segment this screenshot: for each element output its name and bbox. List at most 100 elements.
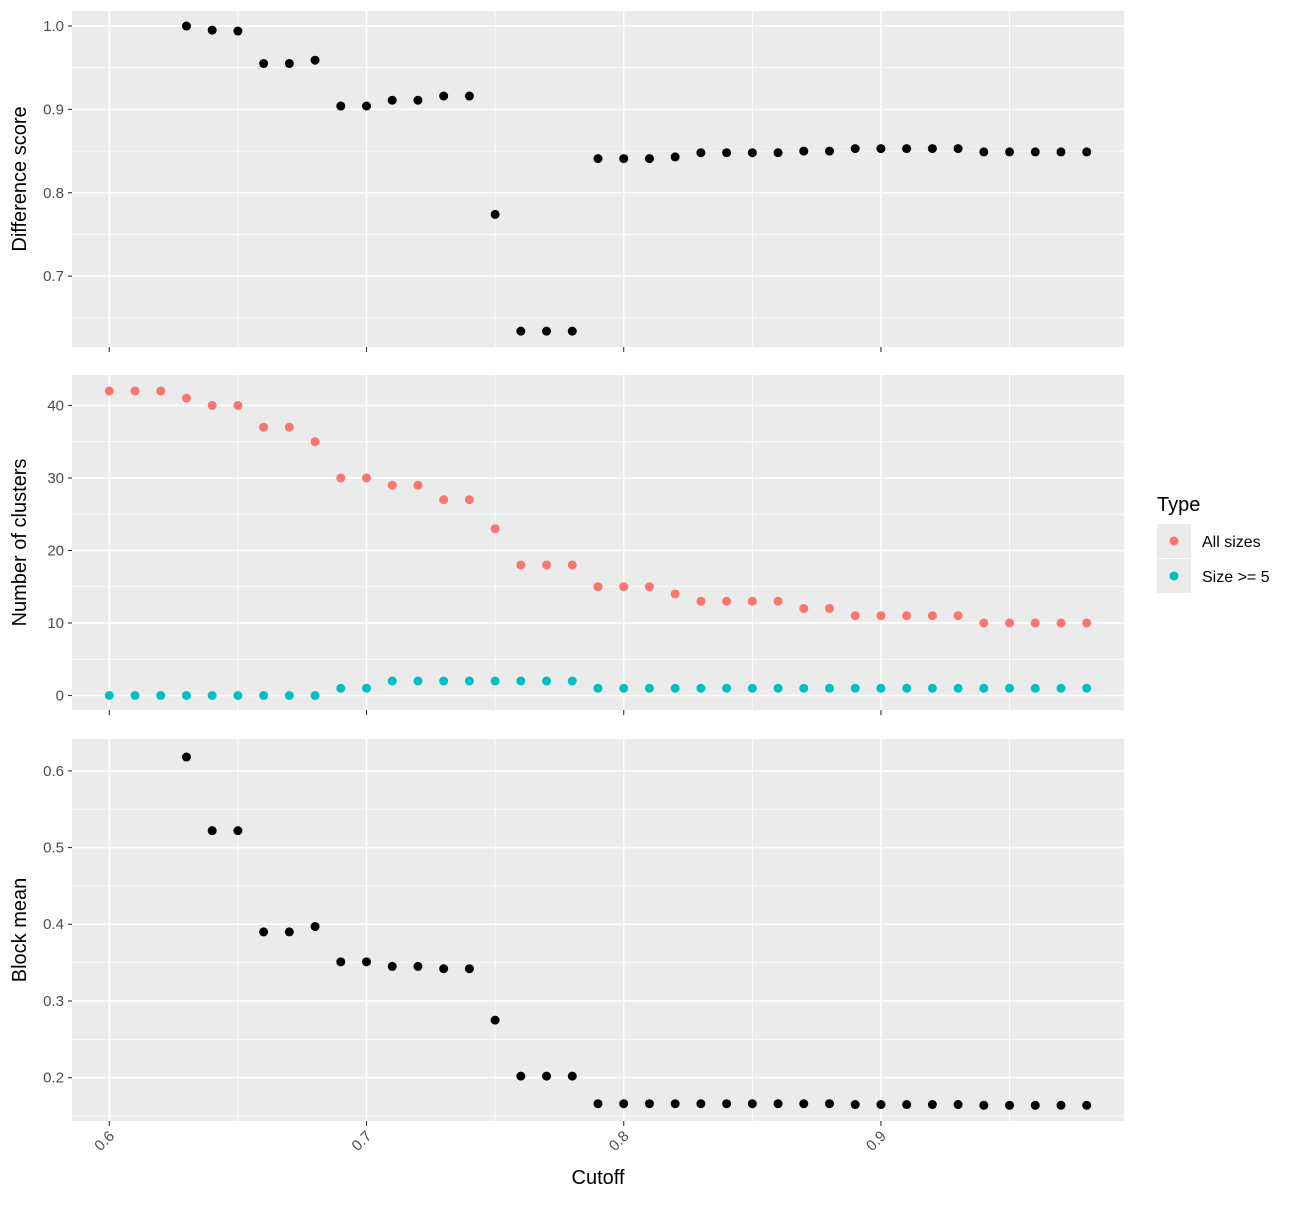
data-point: [722, 1099, 732, 1109]
data-point: [619, 1099, 629, 1109]
y-tick-label: 40: [47, 397, 64, 414]
data-point: [387, 95, 397, 105]
point-size-5-plus: [439, 676, 449, 686]
legend-key-size-5-plus: [1169, 571, 1179, 581]
data-point: [747, 148, 757, 158]
data-point: [207, 25, 217, 35]
point-size-5-plus: [644, 683, 654, 693]
point-size-5-plus: [773, 683, 783, 693]
data-point: [619, 154, 629, 164]
point-size-5-plus: [1030, 683, 1040, 693]
y-tick-label: 0.5: [43, 840, 64, 857]
number-of-clusters-panel: 0 10 20 30 40 Number of clusters: [9, 375, 1124, 715]
point-size-5-plus: [1082, 683, 1092, 693]
point-size-5-plus: [619, 683, 629, 693]
data-point: [876, 1100, 886, 1110]
point-all-sizes: [207, 400, 217, 410]
point-all-sizes: [259, 422, 269, 432]
data-point: [824, 1099, 834, 1109]
point-size-5-plus: [387, 676, 397, 686]
data-point: [799, 1099, 809, 1109]
point-all-sizes: [490, 524, 500, 534]
data-point: [927, 144, 937, 154]
data-point: [824, 146, 834, 156]
legend: Type All sizes Size >= 5: [1157, 494, 1270, 593]
point-all-sizes: [799, 603, 809, 613]
point-all-sizes: [156, 386, 166, 396]
point-all-sizes: [464, 495, 474, 505]
y-tick-label: 1.0: [43, 18, 64, 35]
y-tick-label: 0.4: [43, 916, 64, 933]
data-point: [310, 922, 320, 932]
point-size-5-plus: [542, 676, 552, 686]
y-tick-label: 20: [47, 542, 64, 559]
data-point: [850, 144, 860, 154]
data-point: [362, 101, 372, 111]
point-all-sizes: [181, 393, 191, 403]
y-tick-label: 10: [47, 615, 64, 632]
point-all-sizes: [1082, 618, 1092, 628]
data-point: [413, 961, 423, 971]
point-all-sizes: [824, 603, 834, 613]
y-tick-label: 0: [56, 687, 64, 704]
data-point: [259, 59, 269, 69]
data-point: [1030, 147, 1040, 157]
data-point: [233, 826, 243, 836]
point-size-5-plus: [670, 683, 680, 693]
difference-score-y-axis-title: Difference score: [9, 106, 31, 251]
point-size-5-plus: [104, 690, 114, 700]
point-all-sizes: [979, 618, 989, 628]
point-size-5-plus: [336, 683, 346, 693]
y-tick-label: 0.7: [43, 268, 64, 285]
point-all-sizes: [644, 582, 654, 592]
difference-score-panel: 0.7 0.8 0.9 1.0 Difference score: [9, 11, 1124, 352]
data-point: [747, 1099, 757, 1109]
data-point: [259, 927, 269, 937]
data-point: [542, 326, 552, 336]
point-size-5-plus: [747, 683, 757, 693]
point-size-5-plus: [516, 676, 526, 686]
point-size-5-plus: [181, 690, 191, 700]
data-point: [464, 964, 474, 974]
point-all-sizes: [233, 400, 243, 410]
x-tick-label: 0.6: [91, 1128, 118, 1155]
data-point: [464, 91, 474, 101]
data-point: [181, 21, 191, 31]
data-point: [1005, 147, 1015, 157]
point-size-5-plus: [284, 690, 294, 700]
data-point: [336, 101, 346, 111]
point-all-sizes: [413, 480, 423, 490]
y-tick-label: 30: [47, 470, 64, 487]
point-all-sizes: [619, 582, 629, 592]
data-point: [336, 957, 346, 967]
data-point: [953, 144, 963, 154]
data-point: [722, 148, 732, 158]
data-point: [696, 148, 706, 158]
point-size-5-plus: [876, 683, 886, 693]
point-all-sizes: [670, 589, 680, 599]
y-tick-label: 0.8: [43, 185, 64, 202]
data-point: [1056, 1100, 1066, 1110]
y-tick-label: 0.2: [43, 1070, 64, 1087]
legend-label-size-5-plus: Size >= 5: [1202, 569, 1270, 586]
data-point: [644, 154, 654, 164]
point-size-5-plus: [696, 683, 706, 693]
point-all-sizes: [850, 611, 860, 621]
data-point: [670, 152, 680, 162]
point-size-5-plus: [567, 676, 577, 686]
point-all-sizes: [953, 611, 963, 621]
data-point: [490, 209, 500, 219]
number-of-clusters-panel-background: [72, 375, 1124, 710]
point-size-5-plus: [979, 683, 989, 693]
point-size-5-plus: [259, 690, 269, 700]
point-all-sizes: [310, 437, 320, 447]
data-point: [876, 144, 886, 154]
data-point: [567, 1071, 577, 1081]
legend-title: Type: [1157, 494, 1200, 516]
point-all-sizes: [1030, 618, 1040, 628]
data-point: [207, 826, 217, 836]
data-point: [413, 95, 423, 105]
data-point: [799, 146, 809, 156]
point-size-5-plus: [799, 683, 809, 693]
